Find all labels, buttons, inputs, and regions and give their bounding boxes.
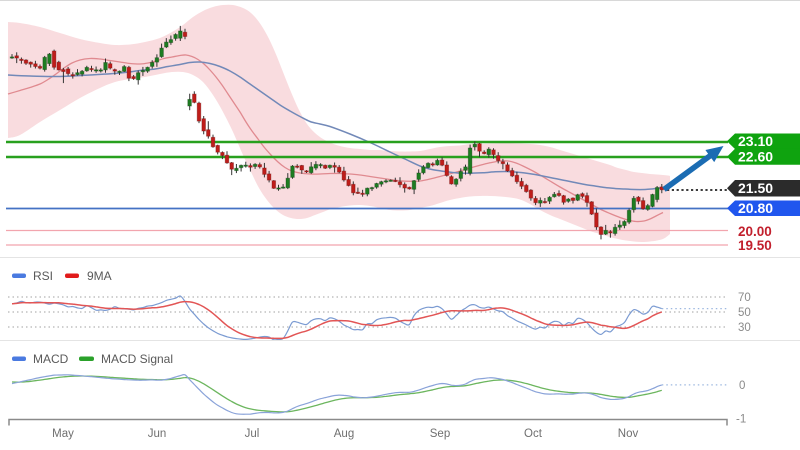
svg-text:50: 50 xyxy=(738,307,751,319)
svg-text:Nov: Nov xyxy=(618,428,639,440)
svg-text:21.50: 21.50 xyxy=(738,180,773,196)
svg-text:30: 30 xyxy=(738,322,751,334)
svg-text:May: May xyxy=(52,428,74,440)
svg-text:Jun: Jun xyxy=(148,428,167,440)
svg-text:70: 70 xyxy=(738,292,751,304)
svg-text:0: 0 xyxy=(739,380,745,392)
svg-text:MACD Signal: MACD Signal xyxy=(101,352,173,366)
svg-text:20.80: 20.80 xyxy=(738,200,773,216)
svg-text:Jul: Jul xyxy=(245,428,260,440)
svg-text:Oct: Oct xyxy=(524,428,543,440)
svg-text:Aug: Aug xyxy=(334,428,354,440)
svg-text:23.10: 23.10 xyxy=(738,133,773,149)
svg-text:Sep: Sep xyxy=(430,428,450,440)
svg-text:-1: -1 xyxy=(736,414,746,426)
svg-text:9MA: 9MA xyxy=(87,269,112,283)
svg-text:19.50: 19.50 xyxy=(738,238,772,253)
svg-text:20.00: 20.00 xyxy=(738,224,772,239)
svg-text:22.60: 22.60 xyxy=(738,148,773,164)
svg-text:MACD: MACD xyxy=(33,352,69,366)
svg-text:RSI: RSI xyxy=(33,269,53,283)
